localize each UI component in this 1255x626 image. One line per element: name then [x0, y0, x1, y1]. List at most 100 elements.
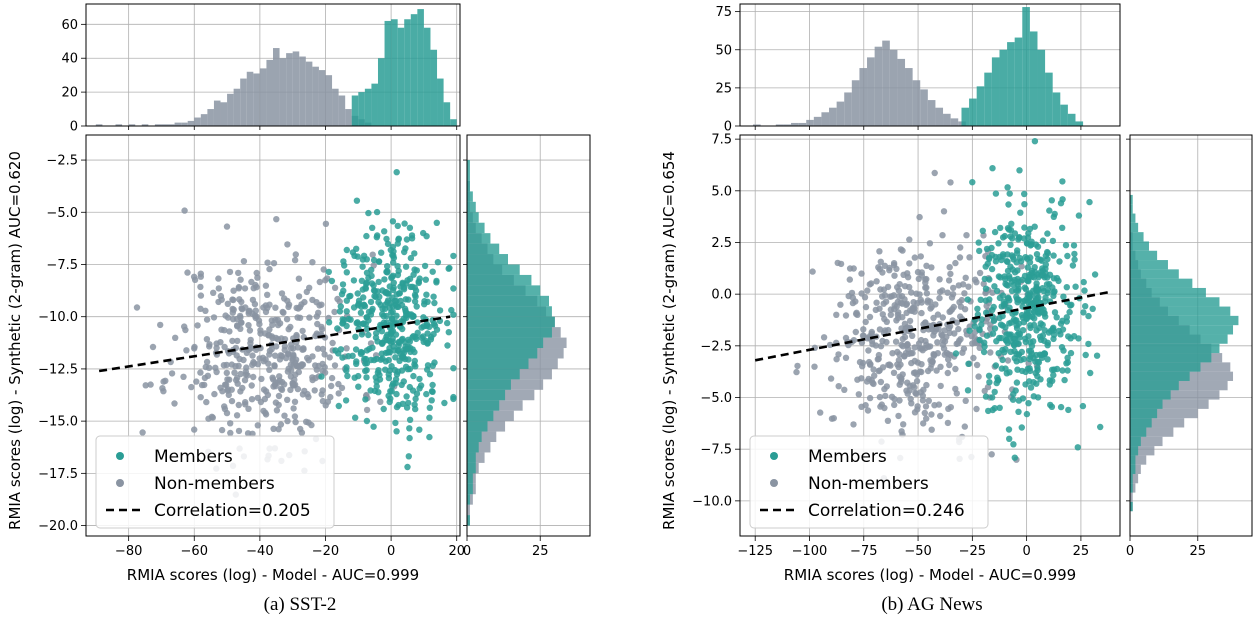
non-member-point	[147, 381, 154, 388]
non-member-point	[870, 366, 877, 373]
member-point	[414, 329, 421, 336]
non-member-point	[197, 394, 204, 401]
member-point	[1059, 224, 1066, 231]
right-hist-bar-members	[1130, 287, 1206, 298]
member-point	[1074, 444, 1082, 451]
member-point	[1061, 376, 1068, 384]
top-hist-bar-non-members	[844, 92, 852, 126]
non-member-point	[335, 390, 342, 397]
member-point	[376, 371, 383, 379]
non-member-point	[265, 332, 273, 339]
non-member-point	[936, 294, 943, 302]
right-hist-bar-members	[467, 494, 470, 505]
non-member-point	[945, 356, 952, 363]
right-hist-bar-members	[1130, 334, 1228, 344]
member-point	[445, 265, 452, 272]
non-member-point	[918, 309, 925, 317]
non-member-point	[204, 372, 212, 379]
member-point	[385, 356, 392, 364]
non-member-point	[292, 418, 299, 426]
member-point	[1039, 237, 1047, 244]
non-member-point	[295, 293, 303, 300]
member-point	[389, 294, 396, 301]
non-member-point	[210, 289, 217, 296]
non-member-point	[133, 304, 141, 311]
non-member-point	[955, 282, 962, 289]
member-point	[350, 304, 358, 311]
non-member-point	[260, 386, 268, 393]
right-hist-bar-members	[1130, 222, 1139, 233]
non-member-point	[237, 314, 244, 321]
right-hist-bar-non-members	[1130, 455, 1147, 465]
member-point	[410, 372, 417, 380]
non-member-point	[294, 314, 301, 321]
member-point	[995, 273, 1003, 280]
non-member-point	[139, 429, 146, 436]
non-member-point	[237, 388, 244, 395]
member-point	[363, 417, 371, 425]
member-point	[1069, 262, 1077, 269]
non-member-point	[877, 258, 884, 265]
top-hist-bar-members	[358, 92, 365, 126]
member-point	[1024, 264, 1032, 271]
member-point	[995, 350, 1002, 357]
non-member-point	[944, 289, 951, 296]
non-member-point	[855, 391, 862, 398]
non-member-point	[952, 365, 959, 373]
scatter-frame	[739, 134, 1121, 537]
non-member-point	[957, 244, 964, 251]
member-point	[421, 262, 429, 270]
non-member-point	[247, 336, 254, 344]
member-point	[385, 392, 392, 399]
non-member-point	[946, 361, 953, 369]
right-hist-bar-members	[467, 327, 552, 338]
non-member-point	[909, 332, 916, 339]
right-hist-bar-non-members	[1130, 446, 1155, 456]
member-point	[976, 247, 983, 255]
right-hist-bar-non-members	[1130, 399, 1209, 409]
right-hist-frame	[1129, 134, 1253, 537]
member-point	[1033, 327, 1040, 334]
y-tick-label: −20.0	[38, 519, 78, 534]
non-member-point	[919, 397, 927, 404]
member-point	[1086, 198, 1093, 206]
top-hist-bar-non-members	[791, 122, 799, 126]
non-member-point	[265, 360, 272, 367]
member-point	[332, 347, 339, 354]
y-tick-label: 7.5	[711, 133, 732, 148]
non-member-point	[952, 259, 959, 267]
member-point	[1087, 369, 1094, 377]
member-point	[396, 290, 403, 297]
non-member-point	[944, 419, 952, 427]
member-point	[405, 356, 412, 363]
non-member-point	[937, 382, 944, 390]
member-point	[404, 463, 411, 471]
member-point	[1041, 327, 1049, 334]
top-hist-y-tick-label: 50	[715, 43, 732, 58]
top-hist-bar-members	[430, 49, 438, 126]
member-point	[400, 378, 407, 385]
non-member-point	[882, 392, 889, 400]
member-point	[1042, 265, 1049, 272]
top-hist-bar-members	[976, 86, 985, 126]
member-point	[450, 365, 457, 372]
non-member-point	[197, 292, 205, 299]
member-point	[1026, 259, 1034, 266]
top-hist-bar-non-members	[161, 124, 169, 126]
non-member-point	[926, 240, 934, 247]
right-hist-bar-members	[1130, 325, 1234, 335]
member-point	[996, 404, 1003, 411]
non-member-point	[976, 344, 983, 351]
member-point	[343, 297, 350, 304]
non-member-point	[883, 338, 890, 346]
right-hist-bar-members	[1130, 418, 1152, 428]
member-point	[1021, 272, 1029, 280]
non-member-point	[320, 266, 327, 273]
non-member-point	[928, 426, 935, 433]
member-point	[966, 327, 973, 334]
non-member-point	[223, 369, 230, 377]
right-hist-bar-members	[467, 389, 506, 401]
non-member-point	[285, 326, 292, 333]
top-hist-bar-non-members	[897, 58, 906, 126]
member-point	[1025, 400, 1032, 407]
